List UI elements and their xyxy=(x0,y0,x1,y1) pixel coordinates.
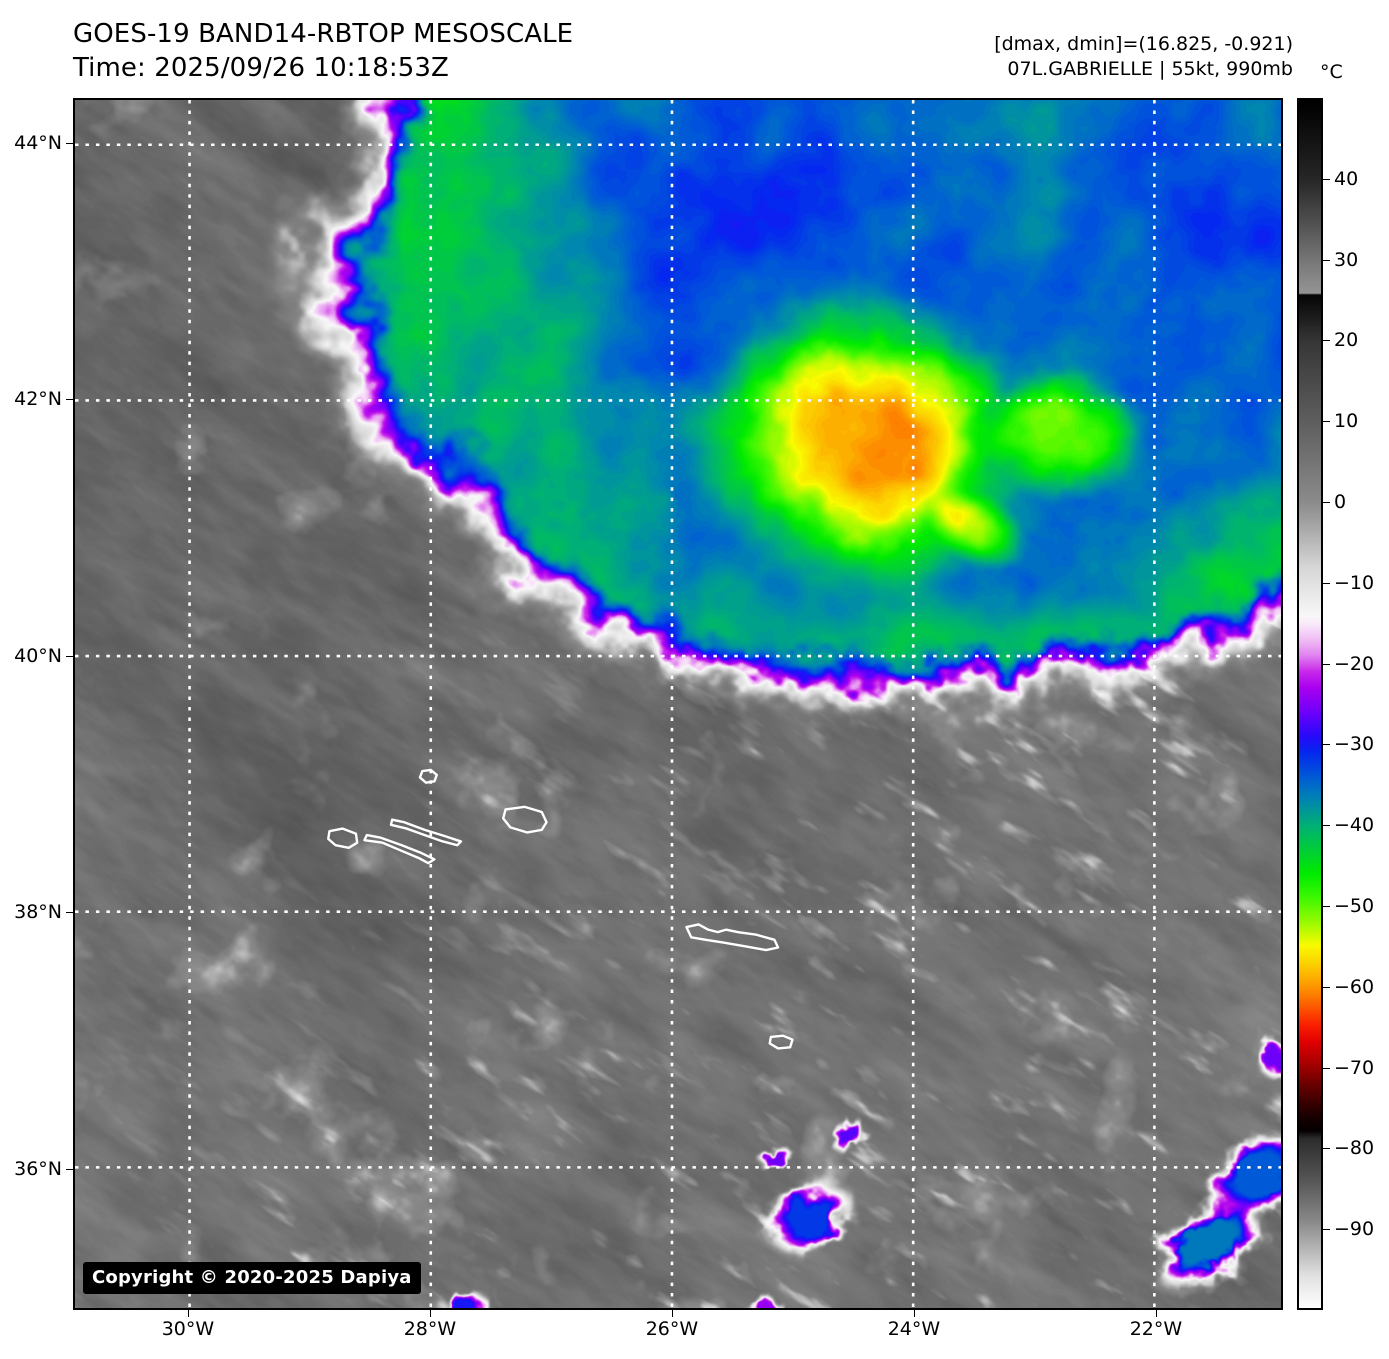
y-axis-tick-label: 36°N xyxy=(14,1157,62,1180)
storm-info-label: 07L.GABRIELLE | 55kt, 990mb xyxy=(1007,58,1293,81)
y-axis-tick-mark xyxy=(66,655,73,657)
colorbar-tick-mark xyxy=(1323,259,1330,261)
colorbar-tick-label: −70 xyxy=(1334,1056,1375,1079)
colorbar-tick-label: 40 xyxy=(1334,167,1359,190)
colorbar-tick-mark xyxy=(1323,744,1330,746)
colorbar-tick-label: −80 xyxy=(1334,1137,1375,1160)
colorbar-tick-label: 0 xyxy=(1334,491,1347,513)
colorbar-unit-label: °C xyxy=(1320,61,1343,83)
colorbar-tick-label: −60 xyxy=(1334,975,1375,998)
colorbar-tick-label: 20 xyxy=(1334,329,1359,352)
island-outline-faial xyxy=(327,827,359,850)
colorbar-tick-mark xyxy=(1323,178,1330,180)
page-title: GOES-19 BAND14-RBTOP MESOSCALE xyxy=(73,19,574,49)
colorbar-tick-label: −20 xyxy=(1334,652,1375,675)
colorbar-tick-label: 10 xyxy=(1334,410,1359,433)
y-axis-tick-label: 38°N xyxy=(14,901,62,924)
copyright-banner: Copyright © 2020-2025 Dapiya xyxy=(83,1262,421,1294)
island-outline-sao-jorge xyxy=(389,818,463,847)
colorbar-tick-label: −30 xyxy=(1334,733,1375,756)
colorbar-tick-label: −90 xyxy=(1334,1218,1375,1241)
y-axis-tick-mark xyxy=(66,399,73,401)
island-outline-terceira xyxy=(501,805,548,834)
satellite-raster xyxy=(75,100,1281,1308)
colorbar-tick-mark xyxy=(1323,1229,1330,1231)
island-coastlines xyxy=(327,768,794,1050)
gridlines xyxy=(75,100,1281,1308)
colorbar-tick-mark xyxy=(1323,582,1330,584)
y-axis-tick-label: 42°N xyxy=(14,388,62,411)
island-outline-santa-maria xyxy=(768,1034,794,1050)
island-outline-graciosa xyxy=(418,768,438,784)
island-outline-sao-miguel xyxy=(685,923,780,952)
y-axis-tick-mark xyxy=(66,912,73,914)
colorbar-tick-mark xyxy=(1323,1148,1330,1150)
x-axis-tick-label: 28°W xyxy=(403,1318,457,1340)
x-axis-tick-mark xyxy=(1155,1310,1157,1317)
colorbar-tick-label: −40 xyxy=(1334,814,1375,837)
y-axis-tick-mark xyxy=(66,1168,73,1170)
satellite-image-plot: Copyright © 2020-2025 Dapiya xyxy=(73,98,1283,1310)
colorbar-tick-mark xyxy=(1323,663,1330,665)
title-block: GOES-19 BAND14-RBTOP MESOSCALE Time: 202… xyxy=(73,18,573,86)
colorbar-tick-mark xyxy=(1323,986,1330,988)
metadata-block: [dmax, dmin]=(16.825, -0.921) 07L.GABRIE… xyxy=(994,32,1293,83)
x-axis-tick-mark xyxy=(429,1310,431,1317)
map-overlay xyxy=(75,100,1281,1308)
y-axis-tick-label: 40°N xyxy=(14,644,62,667)
colorbar-tick-mark xyxy=(1323,340,1330,342)
colorbar-tick-label: −50 xyxy=(1334,895,1375,917)
y-axis-tick-mark xyxy=(66,142,73,144)
island-outline-pico xyxy=(363,833,436,865)
x-axis-tick-label: 22°W xyxy=(1129,1318,1183,1340)
timestamp-label: Time: 2025/09/26 10:18:53Z xyxy=(73,52,449,83)
x-axis-tick-label: 24°W xyxy=(887,1318,941,1340)
colorbar-tick-mark xyxy=(1323,421,1330,423)
colorbar-tick-label: −10 xyxy=(1334,571,1375,594)
dmax-dmin-label: [dmax, dmin]=(16.825, -0.921) xyxy=(994,33,1293,55)
colorbar-tick-mark xyxy=(1323,502,1330,503)
colorbar xyxy=(1297,98,1323,1310)
x-axis-tick-label: 26°W xyxy=(645,1318,699,1340)
colorbar-tick-mark xyxy=(1323,1067,1330,1069)
x-axis-tick-mark xyxy=(913,1310,915,1317)
colorbar-tick-label: 30 xyxy=(1334,248,1359,271)
colorbar-tick-mark xyxy=(1323,906,1330,907)
colorbar-gradient xyxy=(1299,100,1321,1308)
y-axis-tick-label: 44°N xyxy=(14,131,62,154)
x-axis-tick-label: 30°W xyxy=(161,1318,215,1340)
x-axis-tick-mark xyxy=(187,1310,189,1317)
colorbar-tick-mark xyxy=(1323,825,1330,827)
x-axis-tick-mark xyxy=(671,1310,673,1317)
